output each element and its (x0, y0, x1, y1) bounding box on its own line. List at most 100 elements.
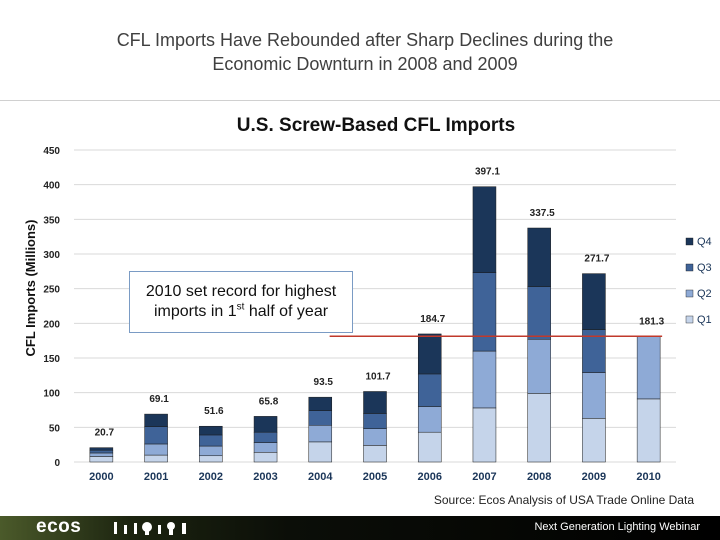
slide-title-line-1: CFL Imports Have Rebounded after Sharp D… (116, 30, 614, 50)
bar-2008-q2 (527, 339, 551, 394)
footer-text: Next Generation Lighting Webinar (534, 521, 700, 533)
legend-swatch-q3 (685, 263, 694, 272)
x-tick-label-2002: 2002 (199, 471, 223, 483)
legend-label-q2: Q2 (697, 288, 712, 300)
bar-2000-q4 (89, 447, 114, 451)
ecos-logo: ecos (36, 516, 82, 537)
y-tick-label-250: 250 (43, 285, 60, 296)
callout-superscript: st (236, 301, 245, 313)
y-tick-label-450: 450 (43, 146, 60, 157)
total-labels: 20.7 69.1 51.6 65.8 93.5 101.7 184.7 397.1 337.5… (95, 167, 665, 439)
slide-title: CFL Imports Have Rebounded after Sharp D… (20, 28, 710, 76)
total-label-2010: 181.3 (639, 316, 664, 327)
x-tick-label-2010: 2010 (636, 471, 660, 483)
total-label-2004: 93.5 (314, 377, 334, 388)
chart-title: U.S. Screw-Based CFL Imports (237, 115, 515, 136)
bar-2003-q3 (253, 431, 278, 443)
total-label-2000: 20.7 (95, 428, 115, 439)
bar-2006-q2 (417, 406, 442, 433)
callout-text-2: imports in 1 (153, 303, 237, 320)
bar-2001-q3 (144, 426, 168, 445)
x-tick-label-2004: 2004 (308, 471, 333, 483)
bar-2004-q1 (308, 441, 333, 463)
x-tick-label-2000: 2000 (89, 471, 113, 483)
bar-2008-q1 (527, 393, 551, 463)
legend-label-q3: Q3 (697, 262, 712, 274)
bar-2007-q4 (472, 186, 497, 273)
bar-2005-q1 (363, 445, 387, 463)
footer-bar: ecos Next Generation Lighting Webinar (0, 516, 720, 540)
bar-2002-q3 (199, 434, 223, 447)
y-tick-labels: 0 50 100 150 200 250 300 350 400 450 (43, 146, 60, 469)
legend-swatch-q2 (685, 289, 694, 298)
y-tick-label-200: 200 (43, 319, 60, 330)
x-tick-label-2006: 2006 (417, 471, 441, 483)
y-tick-label-50: 50 (49, 423, 61, 434)
total-label-2003: 65.8 (259, 396, 279, 407)
legend: Q4 Q3 Q2 Q1 (685, 236, 712, 326)
bar-2003-q2 (253, 442, 278, 453)
y-tick-label-400: 400 (43, 181, 60, 192)
bar-2000-q1 (89, 456, 114, 463)
bar-2003-q4 (253, 416, 278, 433)
callout-box: 2010 set record for highest imports in 1… (129, 271, 353, 333)
total-label-2005: 101.7 (365, 371, 390, 382)
x-tick-label-2005: 2005 (363, 471, 387, 483)
bar-2000-q2 (89, 452, 114, 457)
bar-2005-q4 (363, 391, 387, 414)
legend-swatch-q1 (685, 315, 694, 324)
total-label-2009: 271.7 (584, 254, 609, 265)
x-tick-label-2007: 2007 (472, 471, 496, 483)
total-label-2002: 51.6 (204, 406, 224, 417)
total-label-2008: 337.5 (530, 208, 555, 219)
bar-2009-q1 (582, 418, 606, 463)
bar-2004-q2 (308, 425, 333, 443)
bar-2002-q4 (199, 425, 223, 436)
callout-text-3: half of year (244, 303, 329, 320)
callout-text-1: 2010 set record for highest (145, 283, 337, 300)
bar-2007-q1 (472, 407, 497, 463)
bar-2004-q3 (308, 410, 333, 426)
bar-2000-q3 (89, 449, 114, 454)
cfl-imports-chart: U.S. Screw-Based CFL Imports CFL Imports… (23, 115, 712, 483)
y-tick-label-0: 0 (54, 458, 60, 469)
bar-2006-q3 (417, 373, 442, 407)
total-label-2007: 397.1 (475, 167, 500, 178)
slide-title-line-2: Economic Downturn in 2008 and 2009 (212, 54, 518, 74)
y-tick-label-350: 350 (43, 215, 60, 226)
bar-2001-q4 (144, 413, 168, 427)
bar-2005-q2 (363, 428, 387, 446)
legend-swatch-q4 (685, 237, 694, 246)
total-label-2001: 69.1 (149, 394, 169, 405)
x-tick-label-2009: 2009 (582, 471, 606, 483)
bar-2002-q2 (199, 445, 223, 457)
x-tick-label-2008: 2008 (527, 471, 551, 483)
legend-label-q1: Q1 (697, 314, 712, 326)
source-note: Source: Ecos Analysis of USA Trade Onlin… (433, 493, 694, 507)
bar-2005-q3 (363, 413, 387, 429)
y-tick-label-150: 150 (43, 354, 60, 365)
lightbulb-icons (114, 522, 186, 535)
bar-2009-q2 (582, 372, 606, 419)
x-tick-label-2001: 2001 (144, 471, 168, 483)
x-tick-labels: 2000 2001 2002 2003 2004 2005 2006 2007 2008 2009… (89, 471, 661, 483)
legend-label-q4: Q4 (697, 236, 712, 248)
bar-2008-q4 (527, 227, 551, 287)
bar-2007-q2 (472, 350, 497, 409)
bar-2010-q1 (636, 398, 661, 463)
bar-2008-q3 (527, 286, 551, 340)
bar-2003-q1 (253, 452, 278, 463)
x-tick-label-2003: 2003 (253, 471, 277, 483)
bar-2006-q1 (417, 431, 442, 463)
bar-2009-q4 (582, 273, 606, 330)
y-tick-label-300: 300 (43, 250, 60, 261)
title-divider (0, 100, 720, 101)
y-tick-label-100: 100 (43, 389, 60, 400)
bars (89, 186, 661, 463)
bar-2010-q2 (636, 336, 661, 400)
bar-2007-q3 (472, 272, 497, 352)
bar-2006-q4 (417, 333, 442, 375)
bar-2001-q2 (144, 443, 168, 456)
total-label-2006: 184.7 (420, 314, 445, 325)
bar-2001-q1 (144, 454, 168, 463)
